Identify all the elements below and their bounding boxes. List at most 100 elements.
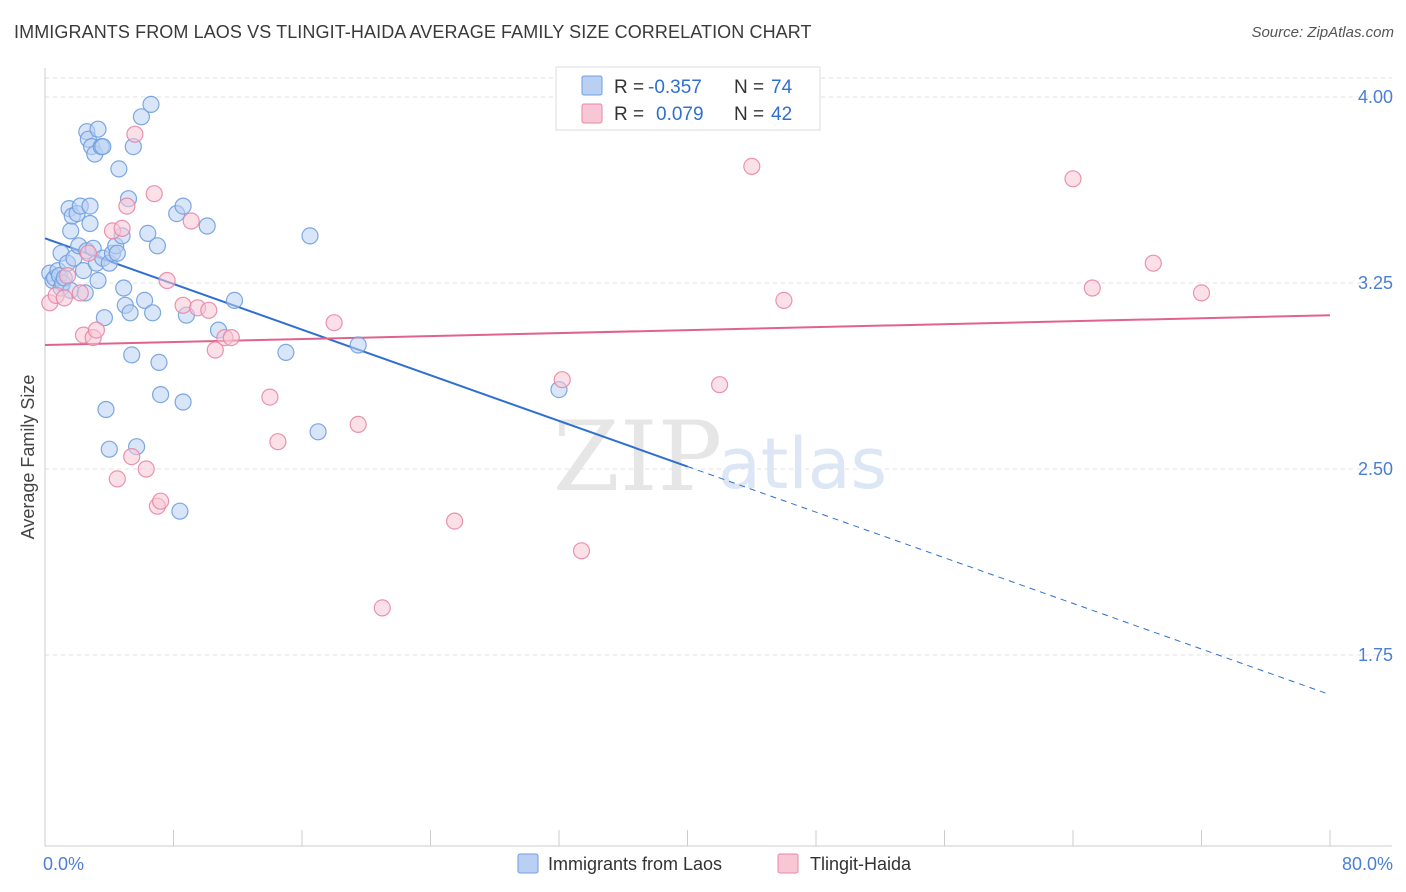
laos-point <box>110 160 128 178</box>
laos-point <box>81 197 99 215</box>
legend-r-value-1: -0.357 <box>648 77 702 98</box>
tlingit-point <box>174 296 192 314</box>
trend-lines <box>44 237 1331 696</box>
tlingit-point <box>222 329 240 347</box>
laos-point <box>115 279 133 297</box>
legend-r-label-1: R = <box>614 77 644 98</box>
laos-point <box>89 120 107 138</box>
laos-trend-extension <box>687 466 1331 696</box>
tlingit-point <box>158 271 176 290</box>
tlingit-point <box>373 599 391 617</box>
legend-n-label-1: N = <box>734 77 764 98</box>
laos-point <box>89 271 107 290</box>
tlingit-point <box>108 470 126 488</box>
tlingit-point <box>743 157 761 175</box>
laos-point <box>132 108 150 126</box>
tick-labels: 1.75 2.50 3.25 4.00 0.0% 80.0% <box>43 87 1393 874</box>
laos-point <box>349 336 367 354</box>
laos-point <box>94 138 112 156</box>
x-tick-label: 0.0% <box>43 854 84 874</box>
laos-point <box>309 423 327 441</box>
tlingit-point <box>206 341 224 359</box>
tlingit-point <box>269 433 287 451</box>
tlingit-point <box>710 376 729 394</box>
laos-point <box>108 244 126 262</box>
y-tick-label: 2.50 <box>1358 459 1393 479</box>
y-axis-title: Average Family Size <box>18 375 38 540</box>
chart-title: IMMIGRANTS FROM LAOS VS TLINGIT-HAIDA AV… <box>14 22 812 42</box>
tlingit-point <box>55 289 73 307</box>
grid-lines <box>45 77 1392 656</box>
tlingit-point <box>152 492 170 510</box>
legend-swatch-laos <box>581 75 603 96</box>
tlingit-point <box>1144 254 1162 272</box>
laos-point <box>144 304 162 322</box>
tlingit-point <box>145 185 163 203</box>
tlingit-point <box>349 415 367 433</box>
tlingit-point <box>79 244 98 262</box>
laos-trend-line <box>44 237 688 468</box>
correlation-legend: R = -0.357 N = 74 R = 0.079 N = 42 <box>555 66 821 131</box>
x-tick-label: 80.0% <box>1342 854 1393 874</box>
tlingit-point <box>182 212 200 230</box>
bottom-legend-swatch-laos <box>517 853 539 874</box>
legend-swatch-tlingit <box>581 103 603 124</box>
y-tick-label: 3.25 <box>1358 273 1393 293</box>
series-legend: Immigrants from Laos Tlingit-Haida <box>517 853 912 874</box>
legend-r-value-2: 0.079 <box>656 104 704 125</box>
tlingit-point <box>325 314 343 332</box>
laos-point <box>152 386 170 404</box>
laos-point <box>123 346 141 364</box>
axes <box>44 68 1392 847</box>
chart-source: Source: ZipAtlas.com <box>1251 24 1394 41</box>
legend-n-label-2: N = <box>734 104 764 125</box>
laos-point <box>301 227 319 245</box>
laos-point <box>174 393 192 411</box>
tlingit-point <box>200 301 218 319</box>
tlingit-point <box>1192 284 1211 302</box>
laos-point <box>97 400 115 419</box>
tlingit-point <box>137 460 155 478</box>
tlingit-point <box>446 512 464 530</box>
bottom-legend-swatch-tlingit <box>777 853 799 874</box>
laos-point <box>62 222 80 240</box>
laos-point <box>142 95 160 114</box>
tlingit-point <box>572 542 591 560</box>
tlingit-point <box>1083 279 1101 297</box>
laos-point <box>225 291 244 309</box>
tlingit-point <box>118 197 136 215</box>
y-tick-label: 4.00 <box>1358 87 1393 107</box>
laos-point <box>74 262 93 280</box>
laos-point <box>148 237 166 255</box>
legend-n-value-1: 74 <box>771 77 793 98</box>
legend-n-value-2: 42 <box>771 104 792 125</box>
tlingit-point <box>58 267 77 285</box>
tlingit-point <box>1064 170 1082 188</box>
tlingit-point <box>553 371 571 389</box>
laos-point <box>171 502 189 520</box>
watermark: ZIP atlas <box>553 401 887 513</box>
bottom-legend-label-tlingit: Tlingit-Haida <box>810 854 912 874</box>
laos-point <box>136 291 154 309</box>
laos-point <box>198 217 216 235</box>
laos-point <box>150 353 168 371</box>
tlingit-point <box>113 219 131 237</box>
laos-point <box>81 214 99 233</box>
tlingit-point <box>775 291 793 309</box>
tlingit-point <box>123 448 141 466</box>
tlingit-trend-line <box>44 314 1331 346</box>
bottom-legend-label-laos: Immigrants from Laos <box>548 854 722 874</box>
laos-point <box>121 304 139 322</box>
tlingit-point <box>71 284 89 302</box>
data-points <box>41 95 1211 617</box>
laos-point <box>95 309 114 327</box>
laos-point <box>174 197 192 215</box>
laos-point <box>277 343 295 361</box>
laos-point <box>100 440 118 458</box>
watermark-zip-text: ZIP <box>553 401 722 513</box>
y-tick-label: 1.75 <box>1358 645 1393 665</box>
laos-point <box>139 224 157 242</box>
tlingit-point <box>261 388 279 406</box>
legend-r-label-2: R = <box>614 104 644 125</box>
